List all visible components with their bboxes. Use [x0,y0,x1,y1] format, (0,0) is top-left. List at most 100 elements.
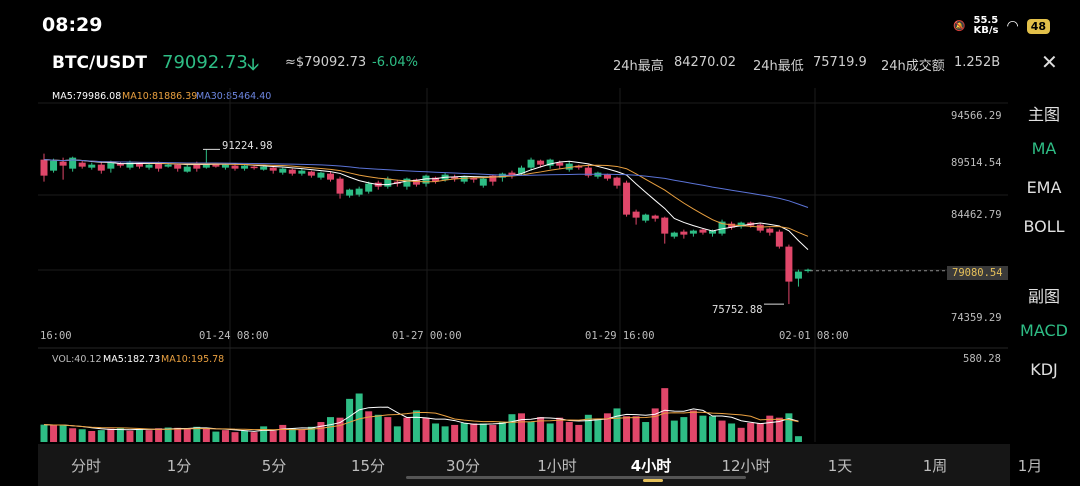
candle-body [269,167,277,171]
legend-vol: VOL:40.12 [52,354,102,365]
tf-15m[interactable]: 15分 [350,457,386,475]
kline-chart[interactable] [0,0,1010,445]
stat-low-value: 75719.9 [813,55,867,70]
volume-bar [661,388,669,442]
volume-bar [642,422,650,442]
candle-body [116,163,124,166]
candle-body [183,166,191,172]
volume-bar [183,428,191,442]
volume-bar [737,427,745,442]
price-change-percent: -6.04% [372,55,418,70]
home-indicator [406,476,746,479]
tf-5m[interactable]: 5分 [261,457,287,475]
mute-icon: 🔕 [953,20,966,32]
high-annotation: 91224.98 [222,140,273,152]
volume-axis-max: 580.28 [963,353,1001,365]
volume-bar [327,417,334,442]
volume-bar [518,413,525,442]
volume-bar [355,393,363,442]
volume-bar [728,423,736,442]
side-main-chart[interactable]: 主图 [1027,105,1060,124]
volume-bar [527,422,535,442]
candle-body [489,175,497,182]
wifi-icon: ◠ [1006,18,1019,34]
battery-level: 48 [1026,18,1050,34]
price-axis-label: 84462.79 [951,209,1002,221]
candle-body [107,162,115,169]
side-macd[interactable]: MACD [1020,321,1068,340]
candle-body [584,167,592,176]
candle-body [728,223,736,228]
side-sub-chart[interactable]: 副图 [1027,287,1060,306]
tf-30m[interactable]: 30分 [445,457,481,475]
tf-active-indicator [643,479,663,482]
candle-body [202,162,210,168]
candle-body [451,176,459,179]
volume-bar [307,426,315,442]
candle-body [689,230,697,234]
stat-volume-value: 1.252B [954,55,1001,70]
side-boll[interactable]: BOLL [1023,217,1065,236]
volume-bar [126,430,134,442]
tf-1w[interactable]: 1周 [922,457,948,475]
speed-value: 55.5 [973,15,999,26]
stat-low-label: 24h最低 [753,59,804,74]
candle-body [670,232,678,237]
volume-bar [508,414,516,442]
tf-4h[interactable]: 4小时 [630,457,672,475]
candle-body [126,162,134,168]
volume-bar [670,420,678,442]
volume-bar [231,432,239,442]
volume-bar [384,417,392,442]
side-kdj[interactable]: KDJ [1030,360,1058,379]
tf-tick[interactable]: 分时 [70,457,101,475]
volume-bar [288,428,296,442]
volume-bar [556,417,564,442]
stat-high-label: 24h最高 [613,59,664,74]
volume-bar [260,426,268,442]
volume-bar [78,429,86,442]
volume-bar [575,424,583,442]
candle-body [164,164,172,167]
trading-pair[interactable]: BTC/USDT [52,53,147,73]
volume-bar [451,424,459,442]
volume-bar [603,413,611,442]
candle-body [88,164,96,168]
candle-body [479,178,487,186]
volume-bar [680,417,688,442]
side-ema[interactable]: EMA [1026,178,1062,197]
close-icon[interactable]: ✕ [1041,50,1058,74]
time-axis-label: 01-27 00:00 [392,330,462,342]
volume-bar [250,432,258,442]
tf-1m[interactable]: 1分 [166,457,192,475]
status-time: 08:29 [42,14,103,36]
candle-body [288,169,296,174]
time-axis-label: 01-29 16:00 [585,330,655,342]
candle-body [40,159,48,176]
volume-bar [709,416,716,442]
candle-body [498,173,506,178]
low-annotation: 75752.88 [712,304,763,316]
candle-body [766,228,774,233]
tf-12h[interactable]: 12小时 [721,457,771,475]
volume-bar [164,427,172,442]
tf-1h[interactable]: 1小时 [537,457,577,475]
candle-body [546,159,554,166]
tf-1d[interactable]: 1天 [827,457,853,475]
candle-body [460,176,468,182]
volume-bar [689,410,697,442]
candle-body [775,231,783,247]
time-axis-label: 16:00 [40,330,72,342]
volume-bar [336,417,344,442]
candle-body [145,164,153,168]
candle-body [785,246,793,282]
tf-1mo[interactable]: 1月 [1017,457,1043,475]
volume-bar [97,430,105,442]
network-speed: 55.5 KB/s [973,16,998,36]
side-ma[interactable]: MA [1031,139,1057,158]
candle-body [556,162,564,166]
candle-body [432,177,440,182]
volume-bar [651,408,659,442]
volume-bar [212,431,220,442]
volume-bar [794,436,802,442]
